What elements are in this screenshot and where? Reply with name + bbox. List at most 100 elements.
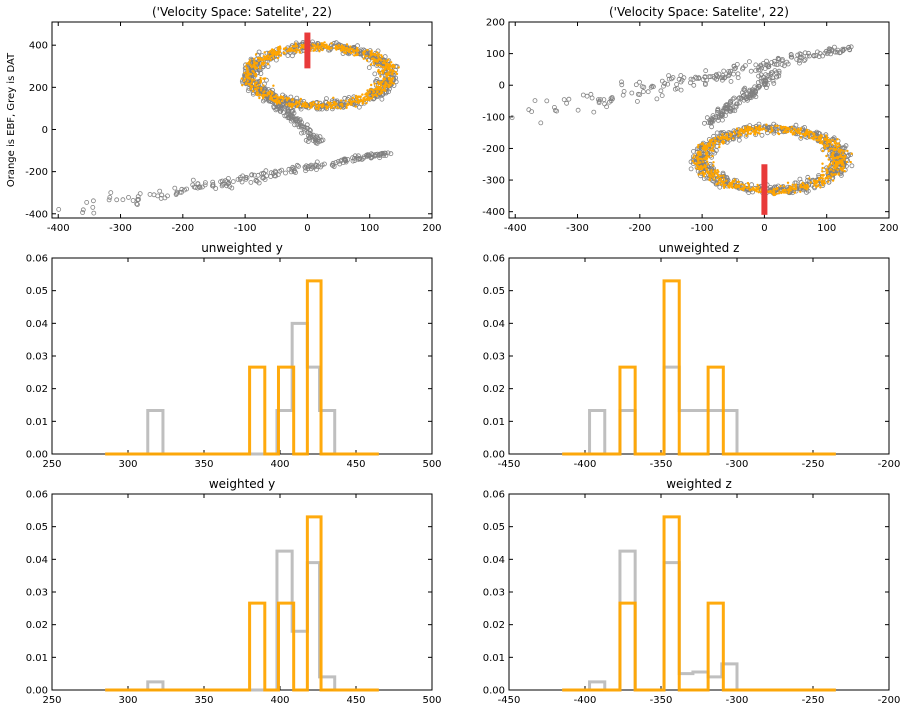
orange-point: [252, 60, 256, 63]
orange-point: [390, 77, 393, 80]
grey-point: [823, 132, 829, 138]
grey-point: [711, 118, 716, 123]
y-tick-label: 0.05: [26, 286, 48, 297]
grey-point: [737, 100, 742, 106]
orange-point: [302, 103, 305, 106]
orange-point: [758, 132, 761, 135]
grey-point: [309, 134, 315, 140]
orange-point: [383, 85, 386, 89]
orange-point: [291, 102, 294, 106]
orange-point: [339, 103, 342, 106]
grey-point: [561, 97, 567, 102]
grey-point: [669, 76, 674, 82]
orange-point: [809, 181, 812, 184]
grey-point: [775, 56, 781, 62]
x-tick-label: 250: [42, 695, 61, 706]
x-tick-label: -300: [109, 223, 132, 234]
orange-point: [769, 189, 772, 193]
orange-point: [695, 164, 699, 167]
orange-point: [820, 176, 823, 180]
orange-point: [293, 45, 296, 48]
orange-point: [824, 134, 828, 137]
orange-point: [722, 174, 725, 177]
grey-point: [91, 198, 96, 204]
orange-point: [370, 97, 374, 100]
grey-point: [753, 62, 759, 68]
grey-point: [635, 99, 640, 104]
orange-point: [707, 155, 711, 158]
grey-point: [688, 80, 693, 86]
orange-point: [248, 72, 251, 76]
orange-point: [326, 101, 329, 104]
y-tick-label: 0.01: [483, 417, 505, 428]
orange-point: [291, 45, 294, 48]
grey-point: [658, 88, 664, 94]
orange-point: [722, 185, 725, 188]
grey-point: [318, 164, 324, 170]
orange-point: [397, 66, 400, 69]
orange-point: [730, 182, 734, 185]
orange-point: [261, 62, 264, 65]
grey-point: [329, 162, 335, 168]
grey-point: [817, 51, 823, 56]
scatter-points: [509, 44, 855, 197]
grey-point: [831, 135, 837, 141]
orange-point: [368, 55, 371, 58]
orange-point: [325, 107, 328, 110]
orange-point: [262, 84, 265, 87]
orange-point: [708, 141, 712, 145]
orange-point: [815, 185, 818, 189]
orange-point: [330, 106, 333, 110]
orange-point: [359, 96, 362, 99]
orange-point: [285, 99, 289, 102]
orange-point: [382, 77, 385, 80]
x-tick-label: 0: [761, 223, 767, 234]
grey-point: [774, 74, 779, 80]
grey-point: [716, 115, 722, 120]
grey-point: [846, 152, 851, 158]
orange-point: [317, 107, 320, 111]
orange-point: [264, 55, 267, 58]
orange-point: [255, 62, 258, 65]
orange-point: [336, 106, 339, 110]
orange-point: [697, 153, 700, 156]
orange-point: [702, 148, 705, 151]
orange-point: [816, 181, 819, 184]
orange-point: [794, 184, 797, 188]
orange-point: [718, 179, 721, 182]
grey-point: [789, 54, 795, 60]
orange-point: [821, 173, 825, 177]
orange-point: [724, 136, 728, 140]
orange-point: [382, 59, 386, 62]
orange-point: [725, 179, 728, 182]
grey-point: [259, 171, 264, 177]
orange-point: [332, 96, 335, 100]
orange-point: [254, 74, 257, 77]
orange-point: [337, 47, 340, 50]
y-tick-label: 0.06: [483, 254, 505, 265]
orange-point: [850, 152, 853, 155]
orange-point: [704, 165, 707, 168]
orange-point: [701, 158, 704, 161]
orange-point: [845, 160, 849, 164]
orange-point: [258, 96, 261, 100]
grey-point: [828, 51, 834, 57]
grey-point: [254, 70, 260, 76]
orange-point: [757, 188, 760, 191]
orange-point: [790, 129, 793, 132]
grey-point: [591, 109, 597, 115]
y-tick-label: 0.00: [483, 686, 505, 697]
y-tick-label: 200: [29, 83, 48, 94]
orange-point: [298, 49, 301, 52]
orange-point: [263, 61, 266, 64]
orange-point: [374, 59, 378, 63]
orange-point: [821, 142, 824, 145]
grey-point: [372, 71, 378, 77]
orange-point: [375, 85, 378, 88]
y-tick-label: 0.05: [483, 522, 505, 533]
orange-point: [304, 102, 307, 105]
orange-point: [385, 75, 388, 78]
grey-point: [758, 75, 764, 81]
orange-point: [255, 93, 258, 97]
grey-point: [313, 167, 319, 173]
